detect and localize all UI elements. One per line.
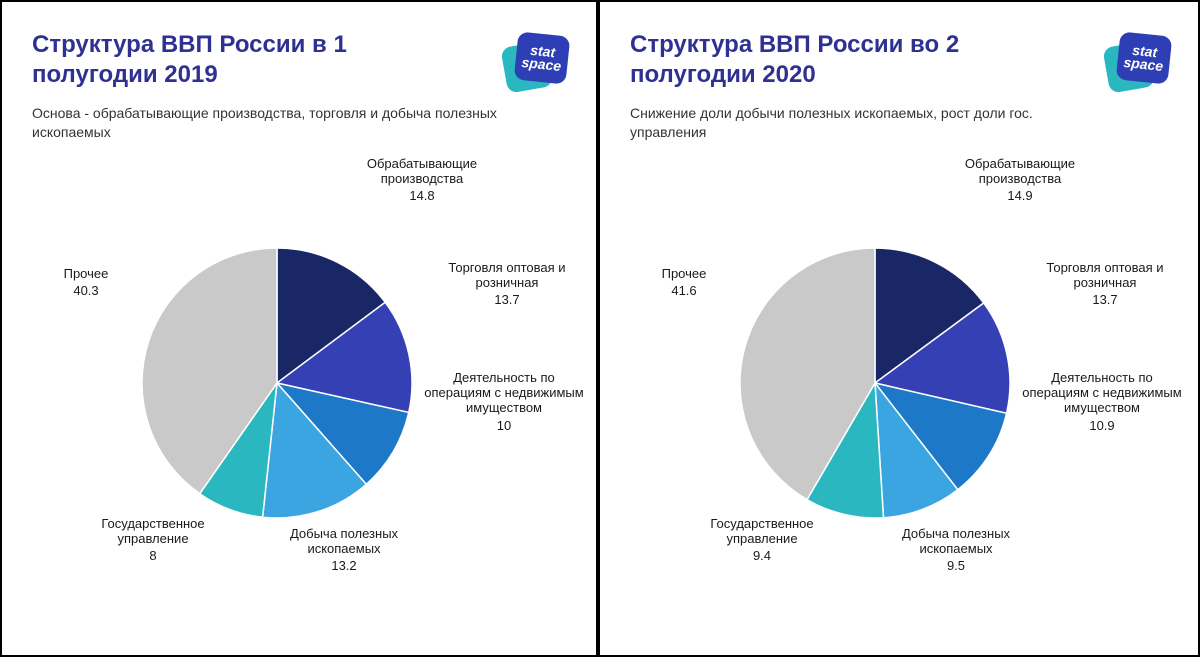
panel-2020: Структура ВВП России во 2 полугодии 2020… <box>600 2 1198 655</box>
slice-label-text: Деятельность по операциям с недвижимым и… <box>1022 370 1181 416</box>
slice-label-value: 13.7 <box>1030 292 1180 307</box>
slice-label: Деятельность по операциям с недвижимым и… <box>424 370 584 433</box>
statspace-logo: stat space <box>1104 30 1174 90</box>
logo-text-2: space <box>1123 56 1164 73</box>
header-row: Структура ВВП России в 1 полугодии 2019 … <box>32 30 576 90</box>
slice-label-value: 9.5 <box>876 558 1036 573</box>
slice-label: Государственное управление 9.4 <box>682 516 842 564</box>
slice-label-text: Государственное управление <box>101 516 204 546</box>
slice-label-text: Прочее <box>64 266 109 281</box>
slice-label-text: Деятельность по операциям с недвижимым и… <box>424 370 583 416</box>
slice-label: Прочее 41.6 <box>644 266 724 299</box>
slice-label-text: Добыча полезных ископаемых <box>290 526 398 556</box>
slice-label: Прочее 40.3 <box>46 266 126 299</box>
slice-label: Торговля оптовая и розничная 13.7 <box>1030 260 1180 308</box>
slice-label-value: 9.4 <box>682 548 842 563</box>
slice-label-text: Обрабатывающие производства <box>367 156 477 186</box>
slice-label-value: 41.6 <box>644 283 724 298</box>
slice-label-text: Государственное управление <box>710 516 813 546</box>
header-row: Структура ВВП России во 2 полугодии 2020… <box>630 30 1178 90</box>
slice-label-value: 14.8 <box>342 188 502 203</box>
slice-label-value: 10 <box>424 418 584 433</box>
slice-label-value: 14.9 <box>940 188 1100 203</box>
slice-label-value: 8 <box>78 548 228 563</box>
slice-label: Обрабатывающие производства 14.8 <box>342 156 502 204</box>
slice-label-value: 40.3 <box>46 283 126 298</box>
slice-label: Государственное управление 8 <box>78 516 228 564</box>
logo-text-2: space <box>521 56 562 73</box>
slice-label: Торговля оптовая и розничная 13.7 <box>432 260 582 308</box>
slice-label-text: Добыча полезных ископаемых <box>902 526 1010 556</box>
statspace-logo: stat space <box>502 30 572 90</box>
logo-front-shape: stat space <box>514 31 571 84</box>
slice-label-value: 13.7 <box>432 292 582 307</box>
chart-container: Структура ВВП России в 1 полугодии 2019 … <box>0 0 1200 657</box>
slice-label: Добыча полезных ископаемых 13.2 <box>264 526 424 574</box>
slice-label-text: Торговля оптовая и розничная <box>1046 260 1163 290</box>
pie-chart-2020: Обрабатывающие производства 14.9 Торговля … <box>630 148 1190 618</box>
slice-label-value: 10.9 <box>1022 418 1182 433</box>
slice-label: Обрабатывающие производства 14.9 <box>940 156 1100 204</box>
slice-label-text: Торговля оптовая и розничная <box>448 260 565 290</box>
chart-title: Структура ВВП России в 1 полугодии 2019 <box>32 30 452 90</box>
slice-label-text: Прочее <box>662 266 707 281</box>
slice-label: Деятельность по операциям с недвижимым и… <box>1022 370 1182 433</box>
logo-front-shape: stat space <box>1116 31 1173 84</box>
panel-2019: Структура ВВП России в 1 полугодии 2019 … <box>2 2 600 655</box>
chart-subtitle: Снижение доли добычи полезных ископаемых… <box>630 104 1110 142</box>
slice-label-text: Обрабатывающие производства <box>965 156 1075 186</box>
chart-title: Структура ВВП России во 2 полугодии 2020 <box>630 30 1050 90</box>
chart-subtitle: Основа - обрабатывающие производства, то… <box>32 104 512 142</box>
slice-label: Добыча полезных ископаемых 9.5 <box>876 526 1036 574</box>
slice-label-value: 13.2 <box>264 558 424 573</box>
pie-chart-2019: Обрабатывающие производства 14.8 Торговля … <box>32 148 592 618</box>
